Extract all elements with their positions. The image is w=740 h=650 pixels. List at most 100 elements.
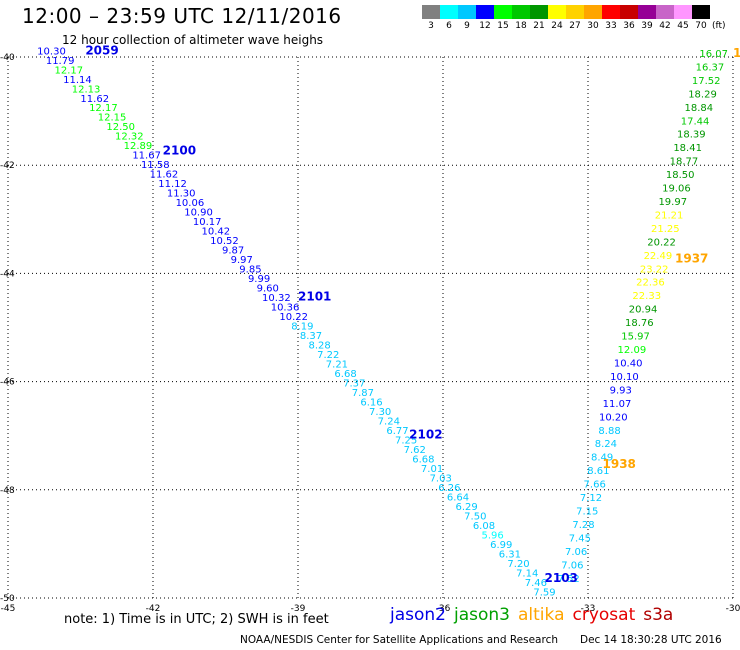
swh-value-label: 22.33: [632, 291, 661, 302]
swh-value-label: 12.50: [106, 122, 135, 133]
swh-value-label: 10.10: [610, 372, 639, 383]
swh-value-label: 7.52: [558, 574, 580, 585]
swh-value-label: 6.64: [447, 492, 469, 503]
swh-value-label: 19.06: [662, 184, 691, 195]
chart-subtitle: 12 hour collection of altimeter wave hei…: [62, 33, 324, 47]
y-tick-label: -46: [0, 378, 15, 388]
swh-value-label: 18.29: [688, 89, 717, 100]
satellite-legend: jason2 jason3 altika cryosat s3a: [390, 605, 681, 625]
pass-number-label: 2102: [409, 427, 442, 441]
swh-value-label: 6.99: [490, 540, 512, 551]
pass-number-label: 1: [733, 46, 740, 60]
color-scale-swatch: [512, 5, 530, 19]
swh-value-label: 18.50: [666, 170, 695, 181]
swh-value-label: 6.31: [499, 549, 521, 560]
x-tick-label: -45: [1, 604, 16, 614]
pass-number-label: 2059: [85, 43, 118, 57]
color-scale-swatch: [692, 5, 710, 19]
swh-value-label: 8.88: [598, 426, 620, 437]
swh-value-label: 6.08: [473, 521, 495, 532]
swh-value-label: 6.77: [386, 426, 408, 437]
legend-entry-altika: altika: [518, 605, 565, 625]
swh-value-label: 7.37: [343, 378, 365, 389]
swh-value-label: 7.59: [533, 587, 555, 598]
color-scale-unit: (ft): [712, 21, 726, 31]
swh-value-label: 12.17: [89, 103, 118, 114]
x-tick-label: -30: [726, 604, 740, 614]
swh-value-label: 10.06: [176, 198, 205, 209]
color-scale-swatch: [476, 5, 494, 19]
swh-value-label: 10.32: [262, 293, 291, 304]
swh-value-label: 9.87: [222, 246, 244, 257]
swh-value-label: 10.90: [184, 208, 213, 219]
swh-value-label: 11.62: [150, 170, 179, 181]
swh-value-label: 8.61: [587, 466, 609, 477]
swh-value-label: 8.49: [591, 453, 613, 464]
swh-value-label: 9.85: [239, 265, 261, 276]
color-scale-bar: 3 6 9 12 15 18 21 24 27 30 33 36 39 42 45 70 (ft): [0, 0, 740, 40]
swh-value-label: 6.26: [438, 483, 460, 494]
legend-entry-s3a: s3a: [643, 605, 674, 625]
swh-value-label: 11.79: [46, 56, 75, 67]
swh-value-label: 10.17: [193, 217, 222, 228]
color-scale-tick: 18: [515, 21, 527, 31]
swh-value-label: 9.97: [231, 255, 253, 266]
swh-value-label: 19.97: [658, 197, 687, 208]
color-scale-swatch: [494, 5, 512, 19]
swh-value-label: 8.37: [300, 331, 322, 342]
swh-value-label: 20.94: [629, 305, 658, 316]
color-scale-swatch: [638, 5, 656, 19]
y-tick-label: -42: [0, 161, 15, 171]
color-scale-swatch: [548, 5, 566, 19]
swh-value-label: 20.22: [647, 237, 676, 248]
swh-value-label: 8.24: [595, 439, 617, 450]
swh-value-label: 7.06: [561, 560, 583, 571]
swh-value-label: 12.89: [124, 141, 153, 152]
x-tick-label: -36: [436, 604, 451, 614]
swh-value-label: 10.20: [599, 412, 628, 423]
swh-value-label: 10.42: [202, 227, 231, 238]
x-tick-label: -39: [291, 604, 306, 614]
swh-value-label: 18.41: [673, 143, 702, 154]
color-scale-tick: 21: [533, 21, 545, 31]
color-scale-swatch: [440, 5, 458, 19]
swh-value-label: 11.30: [167, 189, 196, 200]
y-tick-label: -44: [0, 269, 15, 279]
swh-value-label: 21.21: [655, 210, 684, 221]
swh-value-label: 7.20: [507, 559, 529, 570]
color-scale-tick: 39: [641, 21, 653, 31]
color-scale-tick: 27: [569, 21, 581, 31]
swh-value-label: 7.15: [576, 506, 598, 517]
swh-value-label: 6.68: [412, 454, 434, 465]
swh-value-label: 7.06: [565, 547, 587, 558]
color-scale-tick: 15: [497, 21, 509, 31]
x-tick-label: -42: [146, 604, 161, 614]
swh-value-label: 21.25: [651, 224, 680, 235]
credit-text: NOAA/NESDIS Center for Satellite Applica…: [240, 634, 558, 646]
swh-value-label: 12.09: [618, 345, 647, 356]
y-tick-label: -50: [0, 594, 15, 604]
color-scale-tick: 30: [587, 21, 599, 31]
swh-value-label: 6.16: [360, 397, 382, 408]
color-scale-tick: 45: [677, 21, 689, 31]
x-tick-label: -33: [581, 604, 596, 614]
pass-number-label: 2100: [163, 143, 196, 157]
swh-value-label: 12.32: [115, 132, 144, 143]
color-scale-tick: 9: [464, 21, 470, 31]
swh-value-label: 7.46: [525, 578, 547, 589]
swh-value-label: 12.13: [72, 84, 101, 95]
y-tick-label: -40: [0, 53, 15, 63]
swh-value-label: 10.36: [271, 303, 300, 314]
swh-value-label: 23.22: [640, 264, 669, 275]
pass-number-label: 1937: [675, 252, 708, 266]
swh-value-label: 5.96: [481, 530, 503, 541]
color-scale-swatch: [422, 5, 440, 19]
swh-value-label: 7.12: [580, 493, 602, 504]
color-scale-tick: 33: [605, 21, 617, 31]
swh-value-label: 6.29: [456, 502, 478, 513]
swh-value-label: 8.19: [291, 322, 313, 333]
color-scale-tick: 36: [623, 21, 635, 31]
color-scale-tick: 6: [446, 21, 452, 31]
swh-value-label: 12.17: [54, 65, 83, 76]
color-scale-tick: 42: [659, 21, 671, 31]
